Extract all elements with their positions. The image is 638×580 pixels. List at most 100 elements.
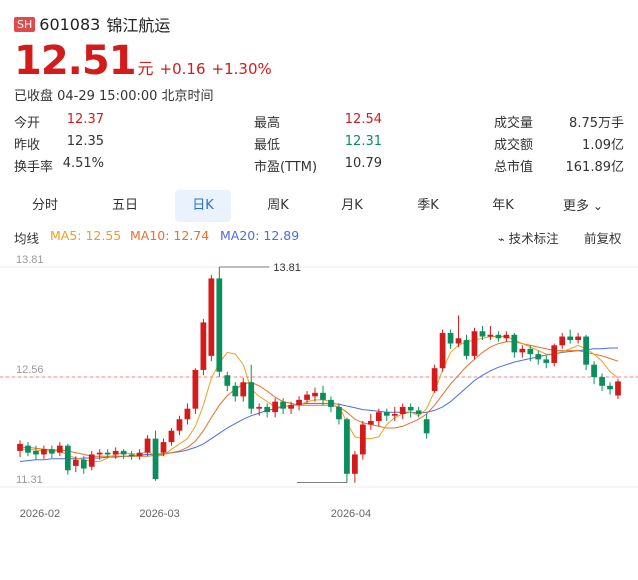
candle-body xyxy=(519,348,526,353)
candle-body xyxy=(296,399,302,406)
tab-period[interactable]: 日K xyxy=(175,190,231,222)
quote-value: 161.89亿 xyxy=(565,160,625,175)
adjust-mode-button[interactable]: 前复权 xyxy=(584,231,622,246)
candle-body xyxy=(256,406,263,409)
candle-body xyxy=(208,278,215,356)
candle-body xyxy=(88,454,95,467)
candle-body xyxy=(543,359,550,363)
x-tick-label: 2026-04 xyxy=(331,508,371,520)
technical-annotation-label: 技术标注 xyxy=(508,231,559,246)
tab-label: 分时 xyxy=(31,198,58,213)
candle-body xyxy=(551,345,558,363)
ma10-line xyxy=(20,341,619,457)
candle-body xyxy=(503,334,510,339)
tab-label: 更多 xyxy=(563,199,590,214)
quote-value: 10.79 xyxy=(344,156,382,171)
quote-value: 4.51% xyxy=(62,156,104,171)
candle-body xyxy=(248,382,255,409)
quote-label: 市盈(TTM) xyxy=(254,160,318,175)
tab-period[interactable]: 年K xyxy=(475,190,531,222)
technical-annotation-toggle[interactable]: ⌁ 技术标注 xyxy=(498,228,559,247)
candle-body xyxy=(591,364,597,377)
candle-body xyxy=(112,450,119,455)
indicator-icon: ⌁ xyxy=(498,233,505,246)
quote-value: 1.09亿 xyxy=(582,138,624,153)
kline-chart[interactable]: 13.81 12.56 11.31 2026-02 2026-03 2026-04 13.8… xyxy=(0,255,638,530)
candle-body xyxy=(535,354,542,360)
candle-body xyxy=(136,452,143,457)
stock-name: 锦江航运 xyxy=(106,16,171,35)
y-tick-label: 13.81 xyxy=(16,255,44,266)
ma20-value: MA20: 12.89 xyxy=(220,228,300,243)
quote-value: 12.54 xyxy=(344,112,382,127)
candle-body xyxy=(64,445,71,471)
candle-body xyxy=(72,459,79,466)
price-unit: 元 xyxy=(137,59,154,78)
candle-body xyxy=(511,334,518,353)
price-row: 12.51 元 +0.16 +1.30% xyxy=(14,38,272,84)
candle-body xyxy=(328,399,334,407)
candle-body xyxy=(383,412,390,416)
chevron-down-icon: ⌄ xyxy=(589,199,603,213)
candle-body xyxy=(200,322,207,370)
candle-body xyxy=(49,449,55,454)
candle-body xyxy=(471,331,478,356)
candle-body xyxy=(559,336,566,346)
candle-body xyxy=(599,377,605,386)
tab-period[interactable]: 月K xyxy=(324,190,380,222)
stock-header: SH 601083 锦江航运 xyxy=(14,12,170,36)
candle-body xyxy=(33,450,39,455)
candle-body xyxy=(615,381,621,396)
tab-label: 日K xyxy=(192,198,214,213)
quote-value: 12.37 xyxy=(66,112,104,127)
candle-body xyxy=(96,452,103,455)
market-status: 已收盘 04-29 15:00:00 北京时间 xyxy=(14,89,214,104)
candle-body xyxy=(407,406,414,411)
quote-value: 12.35 xyxy=(66,134,104,149)
candle-body xyxy=(184,408,191,420)
candle-body xyxy=(391,413,398,416)
tab-period[interactable]: 季K xyxy=(400,190,456,222)
tab-label: 年K xyxy=(492,198,514,213)
ma5-line xyxy=(20,336,619,462)
quote-label: 今开 xyxy=(14,116,41,131)
candle-body xyxy=(463,340,470,356)
candle-body xyxy=(304,394,310,400)
tab-period[interactable]: 五日 xyxy=(97,190,153,222)
candle-body xyxy=(399,406,406,414)
candle-body xyxy=(607,385,613,390)
tab-label: 月K xyxy=(341,198,363,213)
candle-body xyxy=(423,419,430,434)
candle-body xyxy=(192,369,199,409)
candle-body xyxy=(288,405,294,409)
max-price-label: 13.81 xyxy=(273,262,301,274)
candle-body xyxy=(455,338,462,344)
tab-period[interactable]: 更多 ⌄ xyxy=(555,190,611,222)
candle-body xyxy=(120,450,127,455)
candle-body xyxy=(168,430,175,443)
candle-body xyxy=(312,392,318,397)
tab-period[interactable]: 周K xyxy=(250,190,306,222)
quote-label: 成交额 xyxy=(494,138,534,153)
x-tick-label: 2026-02 xyxy=(20,508,60,520)
ma5-value: MA5: 12.55 xyxy=(50,228,122,243)
quote-label: 最低 xyxy=(254,138,281,153)
last-price: 12.51 xyxy=(14,38,137,84)
candle-body xyxy=(280,401,286,409)
candle-body xyxy=(25,445,31,453)
candle-body xyxy=(272,401,279,413)
candle-body xyxy=(487,334,494,337)
quote-label: 成交量 xyxy=(494,116,534,131)
exchange-badge: SH xyxy=(14,16,36,32)
candle-body xyxy=(431,368,438,392)
tab-label: 季K xyxy=(417,198,439,213)
candle-body xyxy=(232,385,239,397)
candle-body xyxy=(352,454,358,474)
candle-body xyxy=(567,336,574,341)
tab-label: 周K xyxy=(267,198,289,213)
stock-code: 601083 xyxy=(39,14,101,34)
candle-body xyxy=(495,334,502,339)
candle-body xyxy=(216,278,223,372)
candle-body xyxy=(344,419,350,474)
tab-period[interactable]: 分时 xyxy=(17,190,73,222)
